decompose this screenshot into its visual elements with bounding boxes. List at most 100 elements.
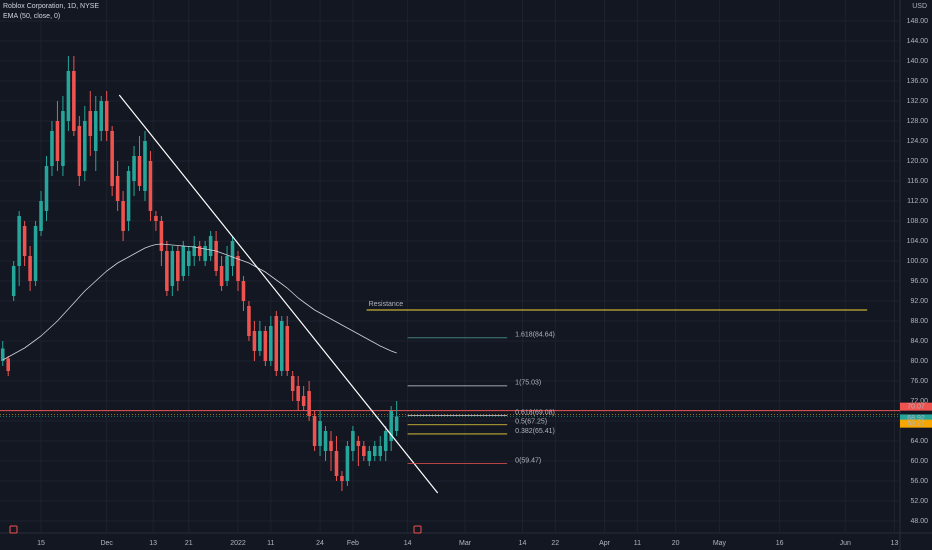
candle-body [252, 331, 257, 351]
candle-body [323, 431, 328, 451]
y-tick-label: 104.00 [907, 238, 929, 245]
candle-body [389, 411, 393, 441]
chart-title: Roblox Corporation, 1D, NYSE [3, 3, 99, 10]
candle-body [318, 421, 322, 446]
x-tick-label: 21 [185, 540, 193, 547]
candle-body [203, 246, 207, 261]
x-tick-label: 20 [672, 540, 680, 547]
y-tick-label: 84.00 [910, 338, 928, 345]
x-tick-label: Feb [347, 540, 359, 547]
candle-body [367, 451, 372, 461]
price-badge-label: 70.07 [907, 403, 925, 410]
y-tick-label: 76.00 [910, 378, 928, 385]
candle-body [126, 171, 131, 221]
candle-body [159, 221, 164, 251]
candle-body [208, 236, 213, 256]
y-tick-label: 128.00 [907, 118, 929, 125]
y-tick-label: 140.00 [907, 58, 929, 65]
fib-label: 1(75.03) [515, 380, 541, 387]
y-tick-label: 116.00 [907, 178, 928, 185]
resistance-label: Resistance [369, 301, 404, 308]
y-tick-label: 96.00 [910, 278, 928, 285]
candle-body [378, 446, 383, 456]
candle-body [39, 201, 43, 231]
y-tick-label: 92.00 [910, 298, 928, 305]
candle-body [329, 441, 333, 451]
candle-body [197, 246, 202, 256]
y-tick-label: 148.00 [907, 18, 929, 25]
x-tick-label: Jun [840, 540, 851, 547]
y-tick-label: 100.00 [907, 258, 929, 265]
y-tick-label: 132.00 [907, 98, 929, 105]
y-tick-label: 48.00 [910, 518, 928, 525]
candle-body [104, 101, 109, 131]
candle-body [214, 241, 218, 271]
y-tick-label: 64.00 [910, 438, 928, 445]
candle-body [110, 131, 114, 186]
candle-body [219, 266, 224, 286]
trend-line [118, 94, 439, 494]
indicator-label: EMA (50, close, 0) [3, 13, 60, 20]
candle-body [274, 316, 279, 371]
candle-body [247, 306, 251, 336]
fib-label: 0.618(69.08) [515, 409, 555, 416]
price-badge [900, 414, 932, 423]
candle-body [225, 256, 229, 281]
y-tick-label: 80.00 [910, 358, 928, 365]
candle-body [345, 446, 350, 481]
candle-body [312, 416, 317, 446]
candle-body [93, 111, 98, 151]
event-icon[interactable] [9, 525, 18, 534]
candle-body [269, 326, 273, 361]
y-tick-label: 120.00 [907, 158, 929, 165]
candle-body [72, 71, 76, 131]
candle-body [115, 176, 120, 201]
candle-body [340, 476, 344, 481]
x-tick-label: 14 [519, 540, 527, 547]
candle-body [192, 246, 197, 256]
candle-body [372, 446, 377, 456]
y-tick-label: 60.00 [910, 458, 928, 465]
x-tick-label: 24 [316, 540, 324, 547]
candle-body [383, 431, 388, 451]
candle-body [143, 141, 147, 191]
fib-label: 0.5(67.25) [515, 419, 547, 426]
candle-body [99, 101, 103, 131]
candle-body [148, 161, 153, 211]
y-tick-label: 88.00 [910, 318, 928, 325]
candle-body [50, 131, 54, 166]
candle-body [186, 251, 191, 266]
candle-body [0, 348, 5, 361]
fib-label: 0(59.47) [515, 457, 541, 464]
y-tick-label: 52.00 [910, 498, 928, 505]
candle-body [66, 71, 71, 121]
candle-body [279, 321, 284, 371]
candle-body [61, 111, 65, 166]
y-tick-label: 144.00 [907, 38, 929, 45]
fib-label: 1.618(84.64) [515, 332, 555, 339]
x-tick-label: 13 [149, 540, 157, 547]
candle-body [301, 396, 306, 406]
candle-body [132, 156, 136, 181]
candle-body [296, 386, 300, 401]
candle-body [334, 451, 339, 476]
candle-body [258, 331, 262, 351]
candle-body [137, 156, 142, 186]
x-tick-label: Dec [100, 540, 113, 547]
x-tick-label: Mar [459, 540, 472, 547]
candle-body [165, 251, 169, 291]
price-badge-label: 69.27 [907, 420, 925, 427]
candle-body [6, 358, 10, 371]
candle-body [121, 201, 125, 231]
y-tick-label: 56.00 [910, 478, 928, 485]
candle-body [362, 446, 366, 456]
candle-body [241, 281, 246, 301]
candle-body [176, 251, 180, 281]
candle-body [17, 216, 21, 266]
x-tick-label: Apr [599, 540, 611, 547]
x-tick-label: 16 [776, 540, 784, 547]
candle-body [55, 121, 60, 161]
candle-body [181, 246, 186, 276]
event-icon[interactable] [413, 525, 422, 534]
